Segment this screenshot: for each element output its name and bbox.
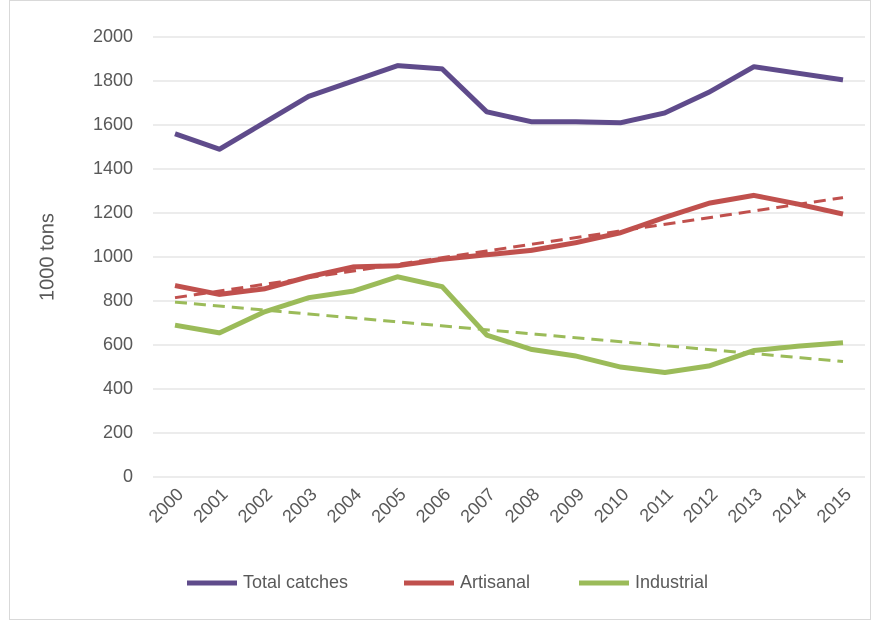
x-tick-label: 2011 (636, 484, 678, 526)
x-tick-label: 2003 (278, 484, 320, 526)
chart-frame (9, 0, 871, 620)
trendline (174, 300, 844, 363)
y-tick-label: 1200 (93, 202, 133, 222)
x-tick-label: 2004 (323, 484, 365, 526)
y-tick-label: 600 (103, 334, 133, 354)
y-tick-label: 400 (103, 378, 133, 398)
y-tick-label: 1800 (93, 70, 133, 90)
series-line (174, 274, 844, 375)
x-tick-label: 2002 (234, 484, 276, 526)
x-tick-label: 2010 (590, 484, 632, 526)
x-tick-label: 2006 (412, 484, 454, 526)
x-tick-label: 2008 (501, 484, 543, 526)
legend-label: Industrial (635, 572, 708, 592)
x-tick-label: 2001 (189, 484, 231, 526)
x-tick-label: 2000 (145, 484, 187, 526)
y-tick-label: 200 (103, 422, 133, 442)
y-tick-label: 1400 (93, 158, 133, 178)
series-line (174, 192, 844, 297)
y-tick-label: 1600 (93, 114, 133, 134)
x-tick-label: 2007 (456, 484, 498, 526)
x-tick-label: 2009 (546, 484, 588, 526)
x-tick-label: 2012 (679, 484, 721, 526)
y-tick-label: 1000 (93, 246, 133, 266)
legend-label: Total catches (243, 572, 348, 592)
series-line (174, 63, 844, 152)
x-tick-label: 2015 (813, 484, 855, 526)
y-axis-label: 1000 tons (36, 213, 58, 301)
x-tick-label: 2014 (768, 484, 810, 526)
trendline (174, 196, 844, 300)
y-tick-label: 800 (103, 290, 133, 310)
x-tick-label: 2013 (724, 484, 766, 526)
x-tick-label: 2005 (367, 484, 409, 526)
y-tick-label: 0 (123, 466, 133, 486)
y-tick-label: 2000 (93, 26, 133, 46)
legend-label: Artisanal (460, 572, 530, 592)
